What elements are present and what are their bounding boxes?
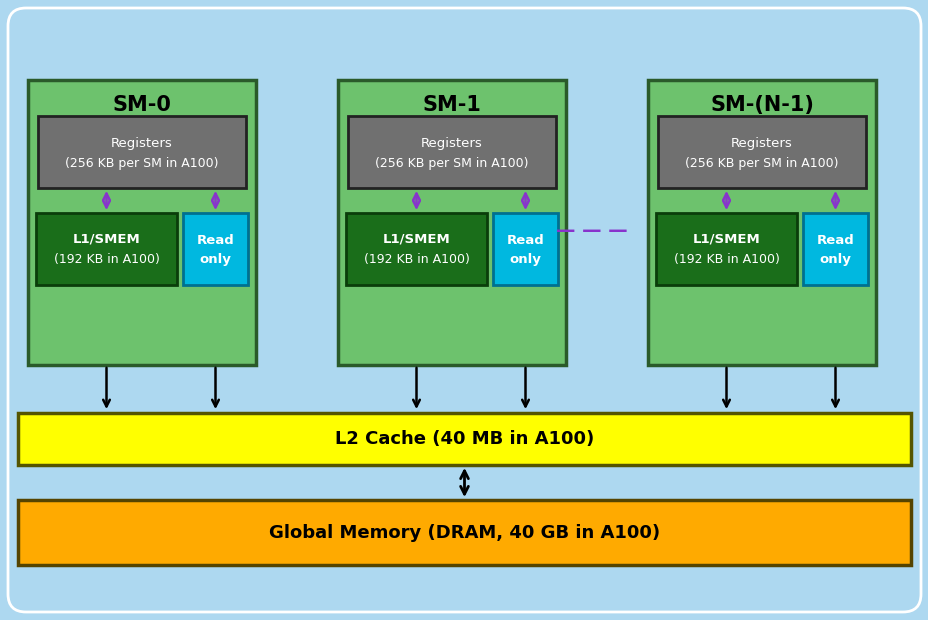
Bar [183,213,248,285]
Text: Global Memory (DRAM, 40 GB in A100): Global Memory (DRAM, 40 GB in A100) [268,523,660,541]
Bar [655,213,796,285]
Text: L1/SMEM: L1/SMEM [72,232,140,246]
Bar [348,116,555,188]
Text: — — —: — — — [556,221,627,239]
Text: (256 KB per SM in A100): (256 KB per SM in A100) [685,156,838,169]
Text: Read: Read [197,234,234,247]
Text: SM-0: SM-0 [112,95,172,115]
Bar [648,80,875,365]
Bar [345,213,486,285]
Text: SM-1: SM-1 [422,95,481,115]
Bar [28,80,256,365]
Text: SM-(N-1): SM-(N-1) [709,95,813,115]
Text: L1/SMEM: L1/SMEM [692,232,759,246]
Bar [338,80,565,365]
Bar [493,213,558,285]
Text: L2 Cache (40 MB in A100): L2 Cache (40 MB in A100) [334,430,594,448]
Text: (256 KB per SM in A100): (256 KB per SM in A100) [65,156,218,169]
Text: (192 KB in A100): (192 KB in A100) [54,254,160,267]
Text: only: only [509,254,541,267]
Text: only: only [200,254,231,267]
Bar [38,116,246,188]
Text: Read: Read [816,234,854,247]
Text: L1/SMEM: L1/SMEM [382,232,450,246]
Text: (192 KB in A100): (192 KB in A100) [673,254,779,267]
FancyBboxPatch shape [8,8,920,612]
Text: (256 KB per SM in A100): (256 KB per SM in A100) [375,156,528,169]
Text: (192 KB in A100): (192 KB in A100) [363,254,469,267]
Bar [18,500,910,565]
Text: Registers: Registers [420,136,483,149]
Text: Registers: Registers [730,136,792,149]
Bar [802,213,867,285]
Text: Registers: Registers [111,136,173,149]
Bar [18,413,910,465]
Bar [657,116,865,188]
Text: only: only [818,254,851,267]
Text: Read: Read [506,234,544,247]
Bar [36,213,177,285]
